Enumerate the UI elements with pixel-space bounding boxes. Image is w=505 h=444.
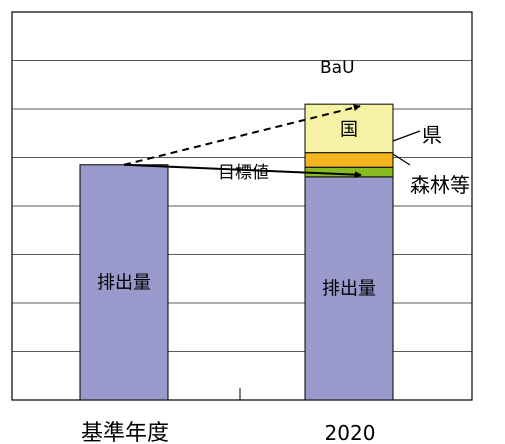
bar-label-base-emissions: 排出量 <box>97 272 151 293</box>
leader-line-forest <box>392 153 411 166</box>
bar-segment <box>304 166 394 178</box>
bau-label: BaU <box>320 58 355 78</box>
bau-arrow <box>123 104 361 166</box>
bar-segment <box>304 152 394 168</box>
x-tick-label-base-year: 基準年度 <box>81 421 169 444</box>
label-forest: 森林等 <box>410 173 470 197</box>
target-label: 目標値 <box>218 163 269 183</box>
bar-segment <box>79 164 169 401</box>
target-arrow <box>123 163 362 179</box>
bar-segment <box>304 176 394 401</box>
bar-label-2020-emissions: 排出量 <box>322 278 376 299</box>
x-tick-label-2020: 2020 <box>325 421 376 444</box>
bar-segment <box>304 103 394 154</box>
label-kuni: 国 <box>340 119 358 140</box>
bars <box>79 103 394 401</box>
leader-line-ken <box>392 130 421 142</box>
label-ken: 県 <box>422 123 442 147</box>
